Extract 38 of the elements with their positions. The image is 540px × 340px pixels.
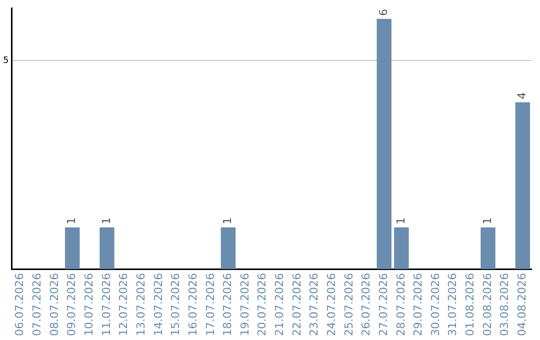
- data-label: 1: [221, 217, 234, 224]
- x-tick-label: 09.07.2026: [65, 273, 78, 336]
- x-tick-label: 11.07.2026: [100, 273, 113, 336]
- x-tick-label: 19.07.2026: [238, 273, 252, 336]
- x-tick-label: 24.07.2026: [325, 273, 338, 336]
- x-tick-label: 29.07.2026: [412, 273, 425, 336]
- x-tick-label: 08.07.2026: [48, 273, 61, 336]
- x-tick-label: 31.07.2026: [446, 273, 460, 336]
- x-tick-label: 17.07.2026: [204, 273, 217, 336]
- x-tick-label: 15.07.2026: [169, 273, 182, 336]
- x-tick-label: 02.08.2026: [480, 273, 494, 336]
- data-label: 6: [376, 8, 390, 16]
- data-label: 1: [100, 217, 113, 224]
- x-tick-label: 14.07.2026: [152, 273, 165, 336]
- x-tick-label: 03.08.2026: [498, 273, 512, 336]
- x-tick-label: 28.07.2026: [394, 273, 408, 336]
- x-tick-label: 22.07.2026: [290, 273, 304, 336]
- data-label: 1: [65, 217, 78, 224]
- x-tick-label: 21.07.2026: [273, 273, 286, 336]
- y-tick-label: 5: [2, 56, 9, 66]
- x-tick-label: 18.07.2026: [221, 273, 234, 336]
- x-tick-label: 20.07.2026: [256, 273, 269, 336]
- x-tick-label: 26.07.2026: [360, 273, 373, 336]
- data-label: 1: [480, 217, 494, 224]
- x-tick-label: 10.07.2026: [82, 273, 96, 336]
- x-tick-label: 13.07.2026: [134, 273, 148, 336]
- data-label: 4: [516, 92, 529, 100]
- x-tick-label: 06.07.2026: [13, 273, 26, 336]
- x-tick-label: 23.07.2026: [308, 273, 321, 336]
- x-tick-label: 12.07.2026: [117, 273, 130, 336]
- x-tick-label: 27.07.2026: [376, 273, 390, 336]
- x-tick-label: 16.07.2026: [186, 273, 200, 336]
- x-tick-label: 25.07.2026: [342, 273, 356, 336]
- x-tick-label: 07.07.2026: [30, 273, 44, 336]
- x-tick-label: 30.07.2026: [428, 273, 442, 336]
- x-tick-label: 01.08.2026: [464, 273, 477, 336]
- data-label: 1: [394, 217, 408, 224]
- x-tick-label: 04.08.2026: [516, 273, 529, 336]
